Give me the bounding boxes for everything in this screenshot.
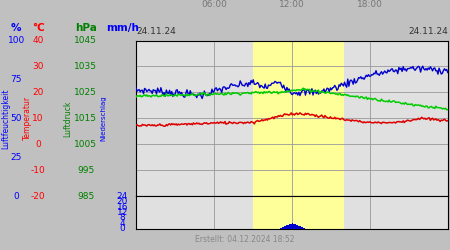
Text: 24.11.24: 24.11.24 (408, 28, 448, 36)
Bar (253, 196, 292, 229)
Text: 100: 100 (8, 36, 25, 45)
Bar (294, 224, 295, 229)
Text: 16: 16 (117, 202, 128, 211)
Bar (291, 224, 292, 229)
Bar (285, 226, 287, 229)
Text: Temperatur: Temperatur (22, 96, 32, 140)
Text: 8: 8 (119, 214, 125, 222)
Text: 06:00: 06:00 (201, 0, 227, 9)
Bar (282, 227, 283, 229)
Bar (296, 225, 297, 229)
Text: 4: 4 (120, 219, 125, 228)
Text: 995: 995 (77, 166, 94, 175)
Text: Niederschlag: Niederschlag (100, 96, 106, 141)
Text: 12:00: 12:00 (279, 0, 305, 9)
Text: 1025: 1025 (74, 88, 97, 97)
Text: 1015: 1015 (74, 114, 97, 123)
Text: 20: 20 (117, 197, 128, 206)
Text: 985: 985 (77, 192, 94, 201)
Bar (301, 226, 302, 229)
Text: °C: °C (32, 23, 45, 33)
Text: 0: 0 (14, 192, 19, 201)
Text: 1005: 1005 (74, 140, 97, 149)
Text: %: % (11, 23, 22, 33)
Bar (302, 227, 303, 229)
Text: 24: 24 (117, 192, 128, 201)
Text: 12: 12 (117, 208, 128, 217)
Bar (297, 225, 298, 229)
Bar (292, 40, 344, 196)
Bar (292, 223, 293, 229)
Bar (280, 228, 281, 229)
Bar (253, 40, 292, 196)
Text: 0: 0 (35, 140, 41, 149)
Bar (288, 224, 290, 229)
Text: 75: 75 (10, 75, 22, 84)
Text: -20: -20 (31, 192, 45, 201)
Text: Luftdruck: Luftdruck (63, 100, 72, 136)
Text: hPa: hPa (75, 23, 97, 33)
Text: -10: -10 (31, 166, 45, 175)
Text: mm/h: mm/h (106, 23, 139, 33)
Text: 1035: 1035 (74, 62, 97, 71)
Bar (286, 225, 288, 229)
Text: 30: 30 (32, 62, 44, 71)
Bar (281, 228, 282, 229)
Text: 18:00: 18:00 (357, 0, 382, 9)
Bar (298, 226, 300, 229)
Text: 0: 0 (119, 224, 125, 233)
Bar (292, 196, 344, 229)
Text: Luftfeuchtigkeit: Luftfeuchtigkeit (1, 88, 10, 148)
Bar (303, 228, 304, 229)
Bar (284, 226, 285, 229)
Text: 24.11.24: 24.11.24 (136, 28, 176, 36)
Text: 20: 20 (32, 88, 44, 97)
Text: Erstellt: 04.12.2024 18:52: Erstellt: 04.12.2024 18:52 (195, 235, 295, 244)
Bar (290, 224, 291, 229)
Text: 50: 50 (10, 114, 22, 123)
Bar (293, 224, 294, 229)
Text: 1045: 1045 (74, 36, 97, 45)
Text: 25: 25 (11, 153, 22, 162)
Text: 10: 10 (32, 114, 44, 123)
Bar (295, 224, 296, 229)
Text: 40: 40 (32, 36, 44, 45)
Bar (304, 228, 305, 229)
Bar (299, 226, 301, 229)
Bar (283, 226, 284, 229)
